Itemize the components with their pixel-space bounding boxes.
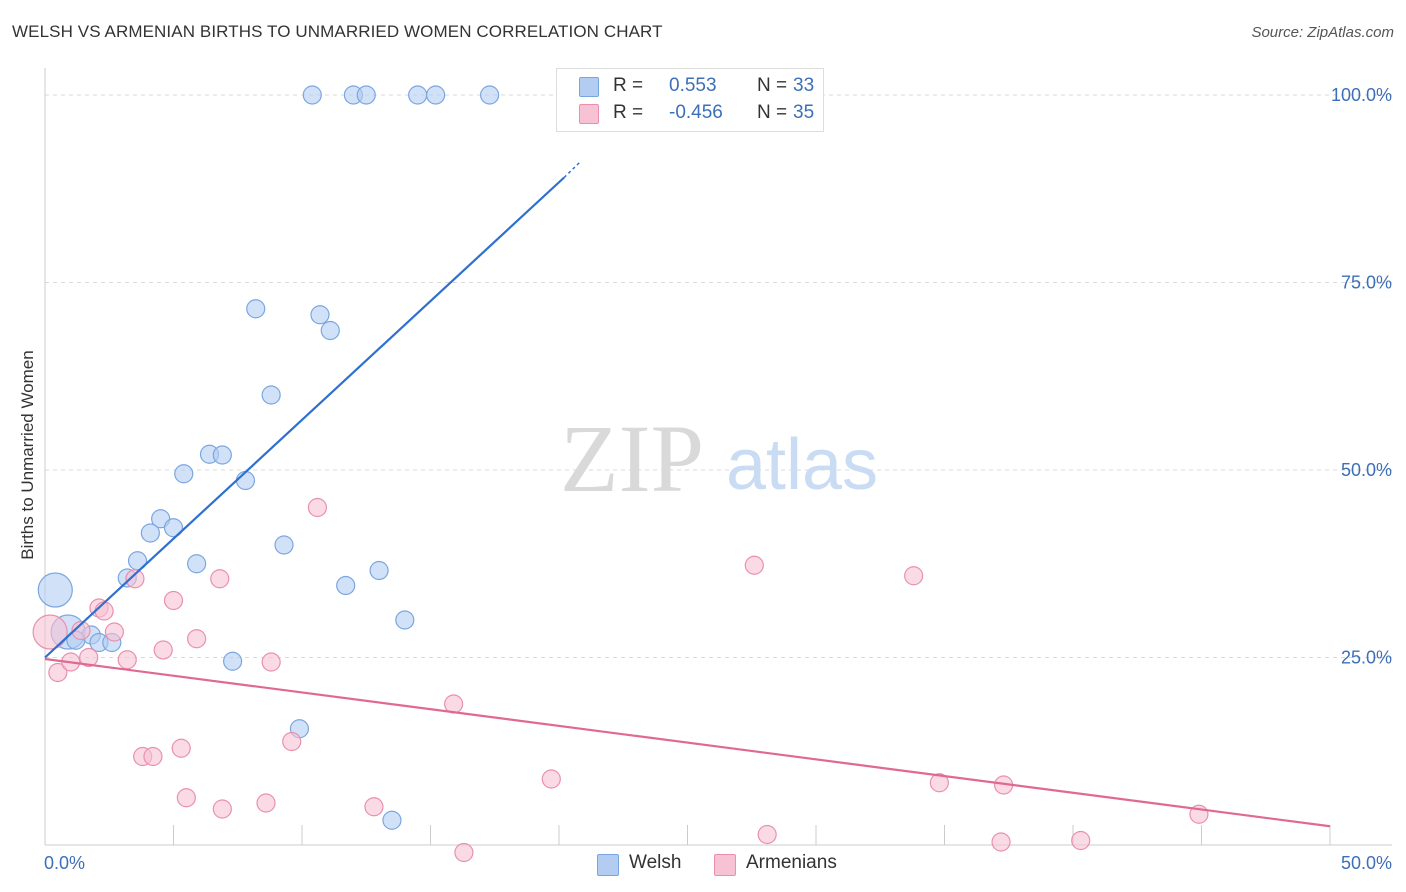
legend-swatch-armenians <box>579 104 599 124</box>
legend-swatch-welsh <box>579 77 599 97</box>
armenians-point <box>187 629 207 649</box>
source-label: Source: ZipAtlas.com <box>1251 24 1394 41</box>
legend-r-value: -0.456 <box>669 102 723 123</box>
armenians-point <box>541 769 561 789</box>
welsh-trend-line <box>44 176 565 659</box>
welsh-point <box>426 85 446 105</box>
armenians-point <box>929 773 949 793</box>
armenians-point <box>94 601 114 621</box>
welsh-point <box>356 85 376 105</box>
armenians-point <box>282 731 302 752</box>
welsh-point <box>310 305 330 325</box>
welsh-point <box>369 560 389 581</box>
y-tick-label: 75.0% <box>1341 273 1392 293</box>
grid-lines <box>45 94 1392 658</box>
armenians-point <box>171 738 191 758</box>
x-tick-label: 50.0% <box>1341 853 1392 873</box>
armenians-point <box>71 620 91 641</box>
watermark-zip: ZIP <box>560 405 704 512</box>
welsh-point <box>408 85 428 105</box>
welsh-point <box>163 518 184 538</box>
watermark-atlas: atlas <box>726 425 878 505</box>
armenians-point <box>364 797 384 817</box>
welsh-point <box>382 810 402 830</box>
legend-r-value: 0.553 <box>669 75 717 96</box>
armenians-point <box>261 652 281 672</box>
armenians-point <box>32 614 68 650</box>
welsh-point <box>395 610 415 630</box>
y-tick-label: 25.0% <box>1341 648 1392 668</box>
legend-n-value: 33 <box>793 75 815 96</box>
welsh-point <box>212 445 232 465</box>
armenians-point <box>176 788 196 808</box>
legend-n-label: N = <box>757 75 788 96</box>
welsh-point <box>246 299 266 319</box>
welsh-point <box>320 320 340 341</box>
legend-r-label: R = <box>613 102 644 123</box>
trend-lines <box>44 161 1331 828</box>
armenians-point <box>104 622 124 642</box>
correlation-legend: R = 0.553 N = 33 R = -0.456 N = 35 <box>556 68 824 132</box>
armenians-point <box>307 497 328 518</box>
armenians-point <box>1071 830 1091 851</box>
welsh-point <box>37 572 73 608</box>
armenians-point <box>125 569 145 589</box>
armenians-point <box>256 793 276 813</box>
welsh-point <box>274 535 294 555</box>
legend-label-armenians: Armenians <box>746 852 837 873</box>
legend-r-label: R = <box>613 75 644 96</box>
armenians-point <box>454 842 474 863</box>
welsh-point <box>187 554 207 574</box>
x-tick-label: 0.0% <box>44 853 85 873</box>
armenians-point <box>744 555 764 575</box>
legend-n-label: N = <box>757 102 788 123</box>
welsh-point <box>223 651 243 671</box>
welsh-point <box>235 470 256 491</box>
armenians-point <box>117 650 137 670</box>
welsh-point <box>261 385 281 405</box>
welsh-point <box>336 575 356 596</box>
armenians-point <box>904 566 924 586</box>
armenians-point <box>991 832 1011 852</box>
legend-label-welsh: Welsh <box>629 852 682 873</box>
legend-n-value: 35 <box>793 102 815 123</box>
series-legend: Welsh Armenians <box>0 852 1406 878</box>
welsh-point <box>140 523 160 543</box>
welsh-point <box>480 85 500 105</box>
axes <box>44 68 1392 846</box>
armenians-point <box>48 662 68 683</box>
y-tick-label: 100.0% <box>1331 85 1392 105</box>
legend-swatch-welsh <box>597 854 619 876</box>
chart-title: WELSH VS ARMENIAN BIRTHS TO UNMARRIED WO… <box>12 22 663 41</box>
watermark: ZIP atlas <box>560 405 878 512</box>
armenians-point <box>757 824 777 845</box>
tick-labels: 25.0% 50.0% 75.0% 100.0% 0.0% 50.0% <box>44 85 1392 873</box>
armenians-point <box>79 647 99 668</box>
armenians-point <box>143 746 163 767</box>
welsh-trend-line-extension <box>563 161 581 179</box>
armenians-trend-line <box>44 657 1331 828</box>
armenians-point <box>210 569 230 589</box>
y-tick-label: 50.0% <box>1341 460 1392 480</box>
welsh-point <box>302 85 322 105</box>
armenians-point <box>153 640 173 660</box>
armenians-point <box>212 799 232 819</box>
welsh-point <box>174 464 194 484</box>
armenians-point <box>163 590 184 611</box>
legend-swatch-armenians <box>714 854 736 876</box>
